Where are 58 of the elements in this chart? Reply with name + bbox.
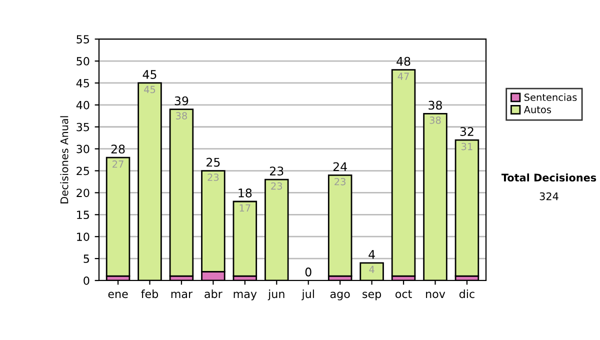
x-tick-label: abr [204,290,222,298]
data-label: 31 [462,142,472,150]
x-tick-label: jul [302,290,314,300]
x-tick-label: jun [268,290,284,300]
y-tick-label: 0 [84,276,90,285]
y-tick-label: 25 [76,166,89,176]
bar [328,174,352,277]
text: 324 [540,192,558,200]
x-tick-label: feb [141,290,158,298]
bar [169,108,194,277]
y-tick-label: 10 [77,232,90,241]
y-tick-label: 50 [76,57,90,66]
x-tick-label: mar [171,292,193,298]
data-label: 47 [398,72,409,80]
total-label: 23 [270,166,284,176]
total-label: 0 [305,268,312,276]
bar [106,156,130,277]
data-label: 27 [112,160,124,168]
total-label: 4 [368,250,375,259]
total-label: 25 [206,158,220,167]
bar [391,69,416,277]
total-label: 18 [238,188,252,198]
text: Total Decisiones [501,173,596,182]
total-label: 48 [396,56,410,66]
x-tick-label: oct [396,290,412,298]
total-label: 32 [460,127,474,136]
y-tick-label: 5 [84,254,89,263]
y-tick-label: 40 [76,100,90,110]
x-tick-label: dic [459,290,474,298]
y-tick-label: 35 [76,122,89,132]
y-tick-label: 30 [76,144,90,154]
total-label: 38 [428,100,442,110]
total-label: 45 [142,70,156,79]
y-tick-label: 45 [76,79,89,88]
x-tick-label: sep [362,292,382,300]
total-label: 28 [111,144,125,154]
data-label: 23 [334,178,346,186]
y-tick-label: 55 [76,35,89,44]
data-label: 17 [240,204,250,212]
data-label: 38 [176,112,187,120]
bar [232,200,258,277]
legend-label: Sentencias [524,93,577,101]
data-label: 45 [144,86,156,94]
data-label: 38 [430,116,441,124]
data-label: 4 [369,266,374,273]
x-tick-label: nov [426,292,446,298]
bar [454,139,480,277]
x-tick-label: ene [108,292,128,298]
y-tick-label: 20 [76,188,90,198]
y-axis-title: Decisiones Anual [60,116,68,204]
x-tick-label: ago [330,292,350,300]
data-label: 23 [271,182,282,190]
data-label: 23 [208,174,219,181]
x-tick-label: may [234,292,257,300]
legend-label: Autos [524,106,552,114]
total-label: 39 [174,96,188,106]
total-label: 24 [333,162,347,171]
y-tick-label: 15 [77,210,89,220]
